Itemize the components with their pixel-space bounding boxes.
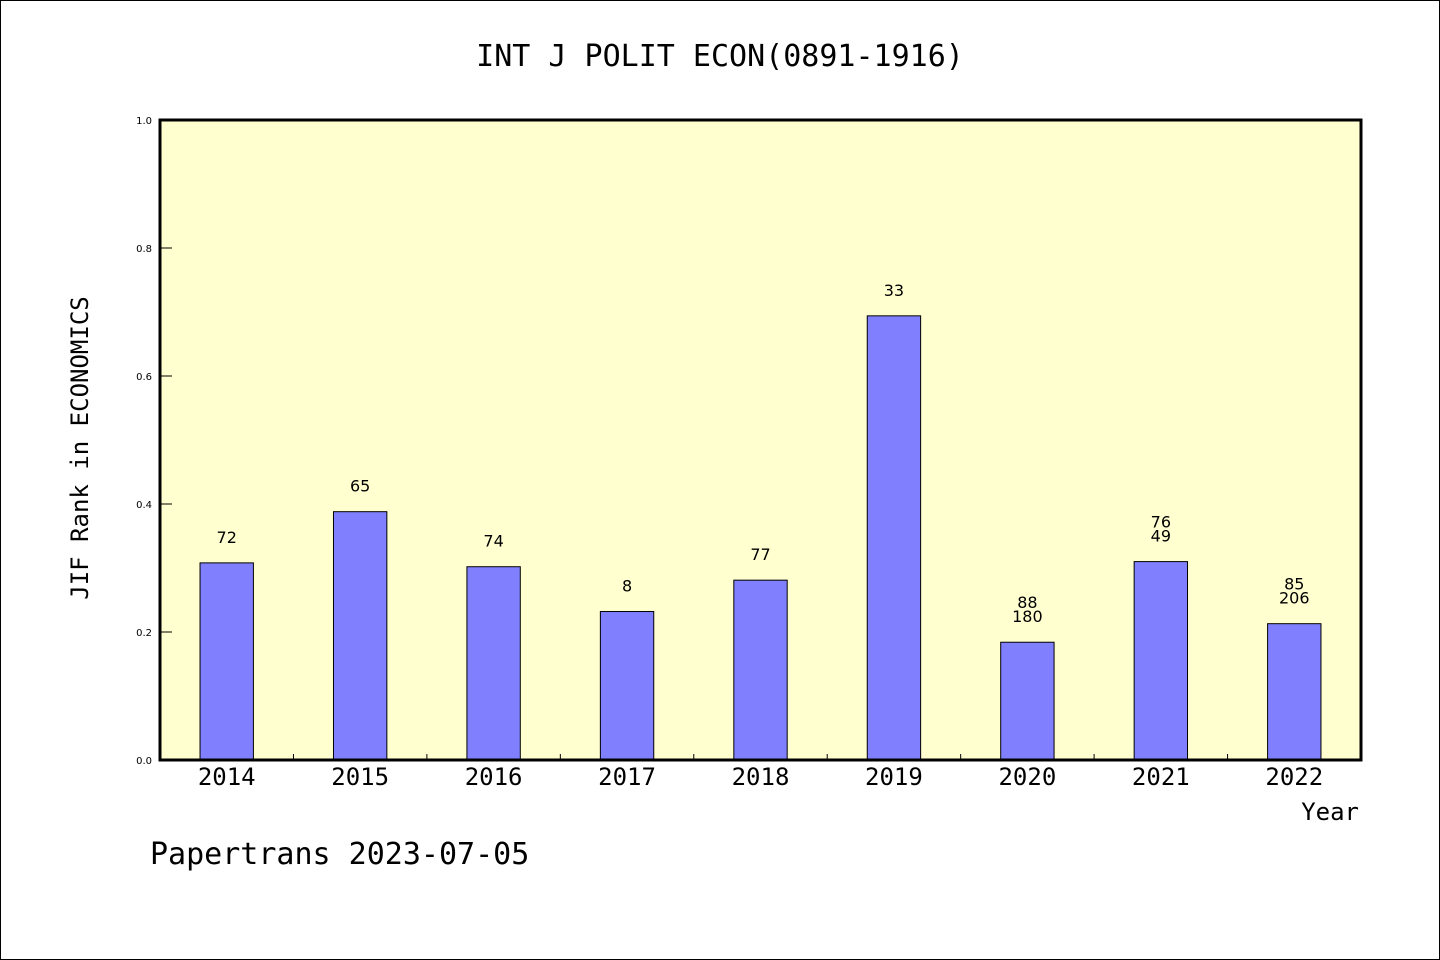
bar-2017 bbox=[599, 611, 655, 761]
x-tick-label: 2018 bbox=[732, 763, 790, 791]
data-label: 85 bbox=[1284, 575, 1304, 594]
x-tick-label: 2022 bbox=[1265, 763, 1323, 791]
y-tick-label: 0.2 bbox=[136, 628, 152, 639]
bar-2022 bbox=[1267, 623, 1322, 761]
x-axis-label: Year bbox=[1301, 798, 1359, 826]
y-axis-label: JIF Rank in ECONOMICS bbox=[66, 296, 94, 599]
bar-2018 bbox=[733, 579, 788, 761]
data-label: 8 bbox=[622, 577, 632, 596]
x-tick-label: 2017 bbox=[598, 763, 656, 791]
footer-text: Papertrans 2023-07-05 bbox=[150, 837, 529, 872]
data-label: 180 bbox=[1012, 607, 1043, 626]
bar-2015 bbox=[332, 511, 388, 761]
data-label: 49 bbox=[1151, 527, 1171, 546]
y-tick-label: 0.0 bbox=[136, 756, 152, 767]
data-label: 72 bbox=[217, 528, 237, 547]
bar-2016 bbox=[466, 566, 521, 761]
data-label: 65 bbox=[350, 477, 370, 496]
chart-title: INT J POLIT ECON(0891-1916) bbox=[476, 39, 964, 74]
bar-2020 bbox=[1000, 641, 1055, 761]
x-tick-label: 2021 bbox=[1132, 763, 1190, 791]
bar-2021 bbox=[1133, 561, 1189, 761]
y-tick-label: 1.0 bbox=[136, 116, 152, 127]
x-tick-label: 2014 bbox=[198, 763, 256, 791]
y-tick-label: 0.4 bbox=[136, 500, 152, 511]
x-tick-label: 2015 bbox=[331, 763, 389, 791]
ticks-group: 0.0 0.2 0.4 0.6 0.8 1.0 2014 2015 2016 2017 2018 20… bbox=[136, 116, 1323, 791]
data-label: 76 bbox=[1151, 513, 1171, 532]
x-tick-label: 2016 bbox=[465, 763, 523, 791]
y-tick-label: 0.8 bbox=[136, 244, 152, 255]
data-label: 77 bbox=[750, 545, 770, 564]
plot-border bbox=[158, 118, 1363, 762]
data-label: 206 bbox=[1279, 589, 1310, 608]
data-label: 88 bbox=[1017, 593, 1037, 612]
data-label: 33 bbox=[884, 281, 904, 300]
bar-2014 bbox=[199, 562, 254, 761]
x-tick-label: 2019 bbox=[865, 763, 923, 791]
bar-2019 bbox=[866, 315, 922, 761]
x-tick-label: 2020 bbox=[998, 763, 1056, 791]
data-label: 74 bbox=[483, 532, 503, 551]
y-tick-label: 0.6 bbox=[136, 372, 152, 383]
